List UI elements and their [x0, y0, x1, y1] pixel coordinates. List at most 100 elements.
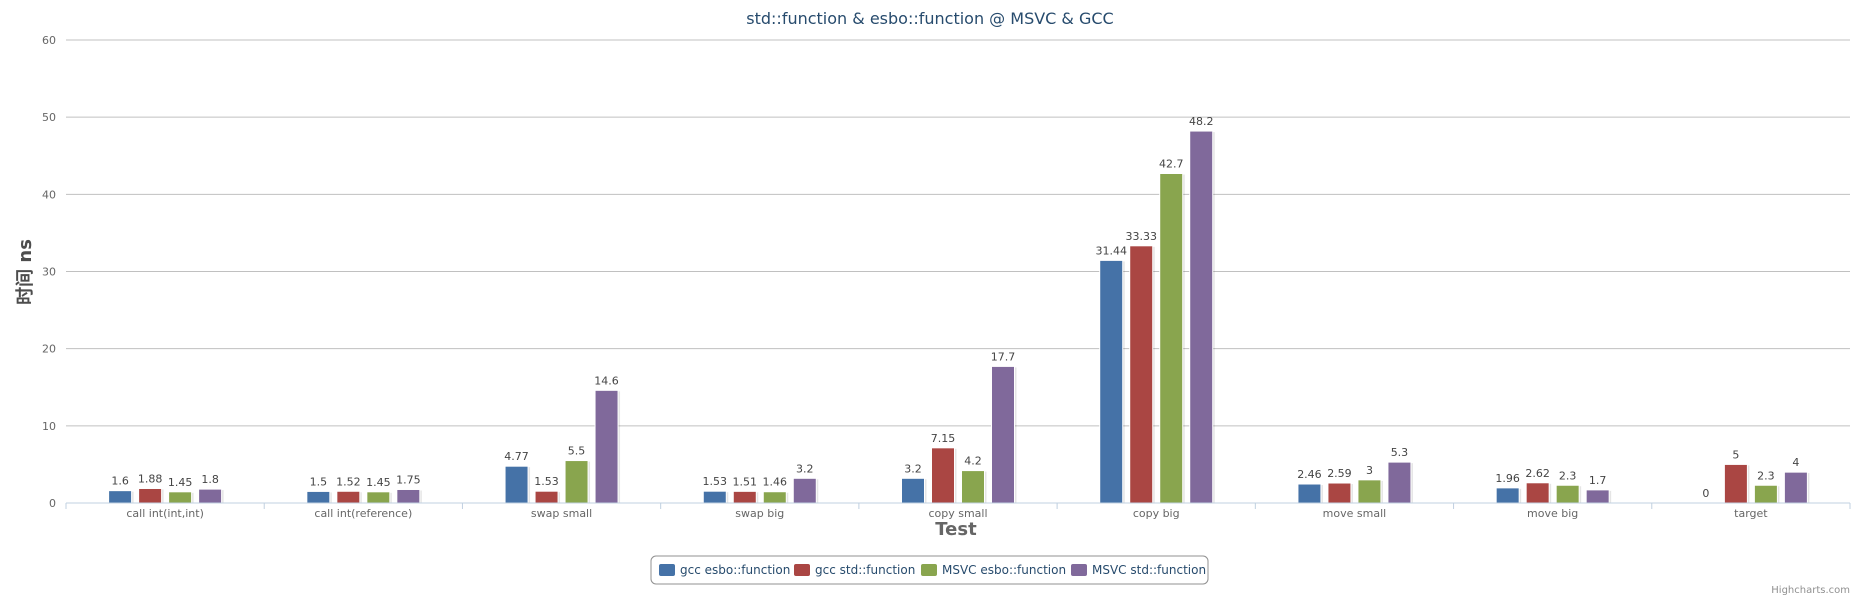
bar[interactable] — [138, 487, 163, 504]
bar[interactable] — [1189, 130, 1214, 504]
data-label: 4.2 — [964, 455, 982, 468]
x-tick-label: swap big — [735, 507, 784, 520]
bar[interactable] — [1297, 483, 1322, 504]
data-labels: 1.6 1.88 1.45 1.8 1.5 1.52 1.45 1.754.771.535.5… — [111, 115, 1799, 500]
bar[interactable] — [564, 460, 589, 504]
data-label: 33.33 — [1125, 230, 1157, 243]
data-label: 1.5 — [310, 475, 328, 488]
legend-label: gcc std::function — [815, 563, 915, 577]
bar[interactable] — [1585, 489, 1610, 504]
legend-swatch — [659, 564, 675, 576]
x-tick-label: call int(reference) — [314, 507, 412, 520]
y-tick-label: 40 — [42, 188, 56, 201]
bar[interactable] — [1129, 245, 1154, 504]
y-axis-title: 时间 ns — [15, 239, 36, 305]
legend-label: MSVC std::function — [1092, 563, 1206, 577]
data-label: 2.59 — [1327, 467, 1352, 480]
data-label: 1.75 — [396, 473, 421, 486]
grid-lines — [66, 39, 1850, 504]
bar[interactable] — [1327, 482, 1352, 504]
bar[interactable] — [1099, 259, 1124, 504]
data-label: 1.6 — [111, 475, 129, 488]
legend[interactable]: gcc esbo::function gcc std::function MSVC … — [650, 555, 1209, 585]
y-tick-label: 50 — [42, 111, 56, 124]
bar[interactable] — [1159, 172, 1184, 504]
data-label: 2.46 — [1297, 468, 1322, 481]
data-label: 3.2 — [796, 462, 814, 475]
data-label: 1.88 — [138, 472, 163, 485]
bar[interactable] — [1357, 479, 1382, 504]
y-tick-label: 10 — [42, 420, 56, 433]
bar[interactable] — [961, 470, 985, 504]
bar[interactable] — [504, 465, 529, 504]
x-tick-label: swap small — [531, 507, 592, 520]
bar[interactable] — [991, 365, 1015, 504]
legend-item[interactable]: MSVC esbo::function — [921, 563, 1066, 577]
bar[interactable] — [732, 490, 757, 504]
bar[interactable] — [534, 490, 559, 504]
y-tick-label: 60 — [42, 34, 56, 47]
bar[interactable] — [1723, 463, 1748, 504]
bar[interactable] — [594, 389, 619, 504]
bar[interactable] — [931, 447, 955, 504]
data-label: 1.46 — [763, 476, 788, 489]
bar[interactable] — [1387, 461, 1412, 504]
bar[interactable] — [168, 491, 193, 504]
bar[interactable] — [1495, 487, 1520, 504]
bar[interactable] — [1525, 482, 1550, 504]
bar[interactable] — [901, 477, 925, 504]
data-label: 1.45 — [168, 476, 193, 489]
bar[interactable] — [1555, 484, 1580, 504]
bar[interactable] — [198, 488, 223, 504]
data-label: 1.52 — [336, 475, 361, 488]
x-tick-label: copy big — [1133, 507, 1180, 520]
bar[interactable] — [762, 491, 787, 504]
legend-item[interactable]: gcc esbo::function — [659, 563, 790, 577]
x-axis-title: Test — [935, 519, 977, 540]
data-label: 1.53 — [703, 475, 728, 488]
y-axis-ticks: 0 10 20 30 40 50 60 — [42, 34, 56, 510]
x-tick-label: call int(int,int) — [126, 507, 204, 520]
bar[interactable] — [702, 490, 727, 504]
x-tick-label: target — [1734, 507, 1768, 520]
legend-swatch — [921, 564, 937, 576]
data-label: 5 — [1732, 448, 1739, 461]
data-label: 1.8 — [201, 473, 219, 486]
legend-item[interactable]: gcc std::function — [794, 563, 915, 577]
bar[interactable] — [792, 477, 817, 504]
bar[interactable] — [306, 490, 331, 504]
data-label: 1.7 — [1589, 474, 1607, 487]
y-tick-label: 30 — [42, 266, 56, 279]
legend-swatch — [1071, 564, 1087, 576]
bar[interactable] — [336, 490, 361, 504]
y-tick-label: 20 — [42, 343, 56, 356]
legend-item[interactable]: MSVC std::function — [1071, 563, 1206, 577]
x-tick-label: move small — [1323, 507, 1387, 520]
data-label: 7.15 — [931, 432, 956, 445]
bar[interactable] — [1783, 471, 1808, 504]
data-label: 17.7 — [991, 350, 1016, 363]
data-label: 3 — [1366, 464, 1373, 477]
legend-swatch — [794, 564, 810, 576]
bar[interactable] — [108, 490, 133, 504]
bars — [108, 130, 1810, 504]
data-label: 1.45 — [366, 476, 391, 489]
data-label: 2.3 — [1559, 469, 1577, 482]
bar[interactable] — [396, 488, 421, 504]
chart-title: std::function & esbo::function @ MSVC & … — [746, 9, 1113, 28]
data-label: 1.51 — [733, 475, 758, 488]
legend-label: MSVC esbo::function — [942, 563, 1066, 577]
x-axis: call int(int,int) call int(reference) swap… — [65, 502, 1851, 520]
data-label: 48.2 — [1189, 115, 1214, 128]
bar[interactable] — [1753, 484, 1778, 504]
data-label: 5.5 — [568, 445, 586, 458]
bar[interactable] — [366, 491, 391, 504]
x-tick-label: copy small — [928, 507, 987, 520]
data-label: 4 — [1792, 456, 1799, 469]
credits[interactable]: Highcharts.com — [1771, 585, 1850, 596]
data-label: 3.2 — [904, 462, 922, 475]
data-label: 0 — [1702, 487, 1709, 500]
data-label: 31.44 — [1095, 244, 1127, 257]
legend-label: gcc esbo::function — [680, 563, 790, 577]
